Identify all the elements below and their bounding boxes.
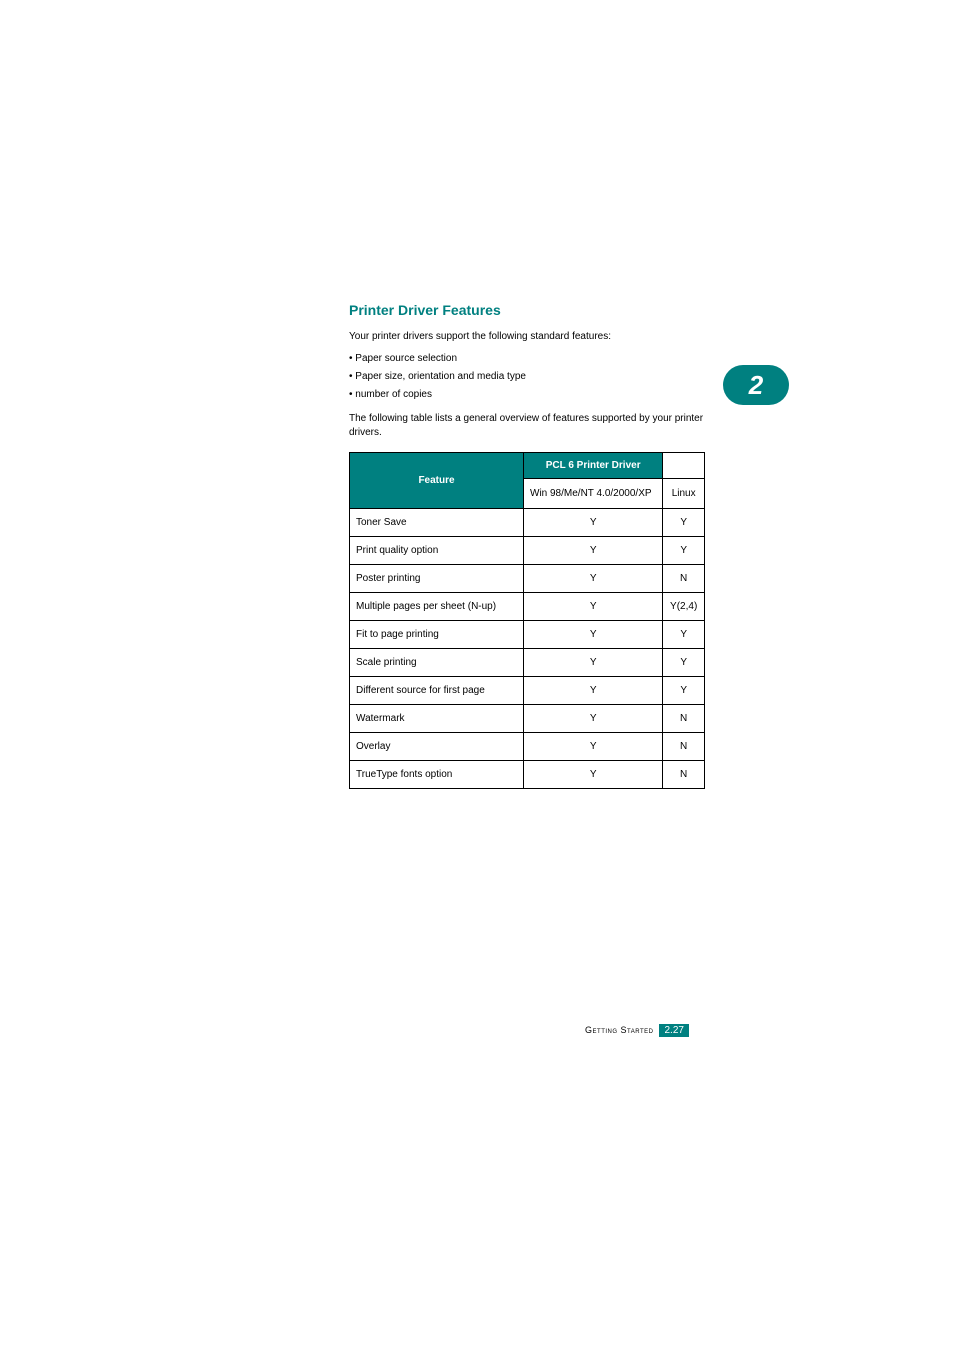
table-row: Poster printing Y N <box>350 565 705 593</box>
cell-feature: Toner Save <box>350 509 524 537</box>
cell-win: Y <box>524 509 663 537</box>
cell-linux: N <box>663 761 705 789</box>
table-row: Different source for first page Y Y <box>350 677 705 705</box>
cell-linux: N <box>663 565 705 593</box>
chapter-number: 2 <box>749 370 763 401</box>
cell-linux: Y <box>663 509 705 537</box>
table-row: Overlay Y N <box>350 733 705 761</box>
table-row: Print quality option Y Y <box>350 537 705 565</box>
cell-linux: Y <box>663 621 705 649</box>
cell-linux: N <box>663 705 705 733</box>
table-row: TrueType fonts option Y N <box>350 761 705 789</box>
cell-win: Y <box>524 761 663 789</box>
cell-win: Y <box>524 677 663 705</box>
bullet-item: • Paper source selection <box>349 352 729 366</box>
cell-win: Y <box>524 537 663 565</box>
cell-win: Y <box>524 705 663 733</box>
cell-win: Y <box>524 565 663 593</box>
cell-feature: Print quality option <box>350 537 524 565</box>
table-row: Scale printing Y Y <box>350 649 705 677</box>
bullet-item: • number of copies <box>349 388 729 402</box>
cell-linux: Y <box>663 649 705 677</box>
feature-table: Feature PCL 6 Printer Driver Win 98/Me/N… <box>349 452 705 789</box>
table-row: Fit to page printing Y Y <box>350 621 705 649</box>
chapter-badge: 2 <box>723 365 789 405</box>
intro-text: Your printer drivers support the followi… <box>349 330 729 344</box>
header-driver: PCL 6 Printer Driver <box>524 453 663 479</box>
cell-win: Y <box>524 733 663 761</box>
cell-feature: TrueType fonts option <box>350 761 524 789</box>
cell-feature: Fit to page printing <box>350 621 524 649</box>
subheader-win: Win 98/Me/NT 4.0/2000/XP <box>524 479 663 509</box>
section-heading: Printer Driver Features <box>349 302 729 318</box>
table-row: Multiple pages per sheet (N-up) Y Y(2,4) <box>350 593 705 621</box>
cell-feature: Multiple pages per sheet (N-up) <box>350 593 524 621</box>
footer-page-number: 2.27 <box>659 1024 688 1037</box>
table-intro: The following table lists a general over… <box>349 412 729 440</box>
table-row: Toner Save Y Y <box>350 509 705 537</box>
cell-win: Y <box>524 593 663 621</box>
table-row: Watermark Y N <box>350 705 705 733</box>
bullet-item: • Paper size, orientation and media type <box>349 370 729 384</box>
cell-linux: N <box>663 733 705 761</box>
cell-linux: Y <box>663 537 705 565</box>
cell-linux: Y <box>663 677 705 705</box>
footer-section: Getting Started <box>585 1025 653 1035</box>
header-blank <box>663 453 705 479</box>
cell-feature: Watermark <box>350 705 524 733</box>
cell-linux: Y(2,4) <box>663 593 705 621</box>
subheader-linux: Linux <box>663 479 705 509</box>
page-footer: Getting Started 2.27 <box>0 1020 954 1038</box>
cell-feature: Scale printing <box>350 649 524 677</box>
cell-feature: Different source for first page <box>350 677 524 705</box>
cell-win: Y <box>524 649 663 677</box>
cell-feature: Poster printing <box>350 565 524 593</box>
bullet-list: • Paper source selection • Paper size, o… <box>349 352 729 402</box>
cell-win: Y <box>524 621 663 649</box>
cell-feature: Overlay <box>350 733 524 761</box>
table-header-row: Feature PCL 6 Printer Driver <box>350 453 705 479</box>
header-feature: Feature <box>350 453 524 509</box>
